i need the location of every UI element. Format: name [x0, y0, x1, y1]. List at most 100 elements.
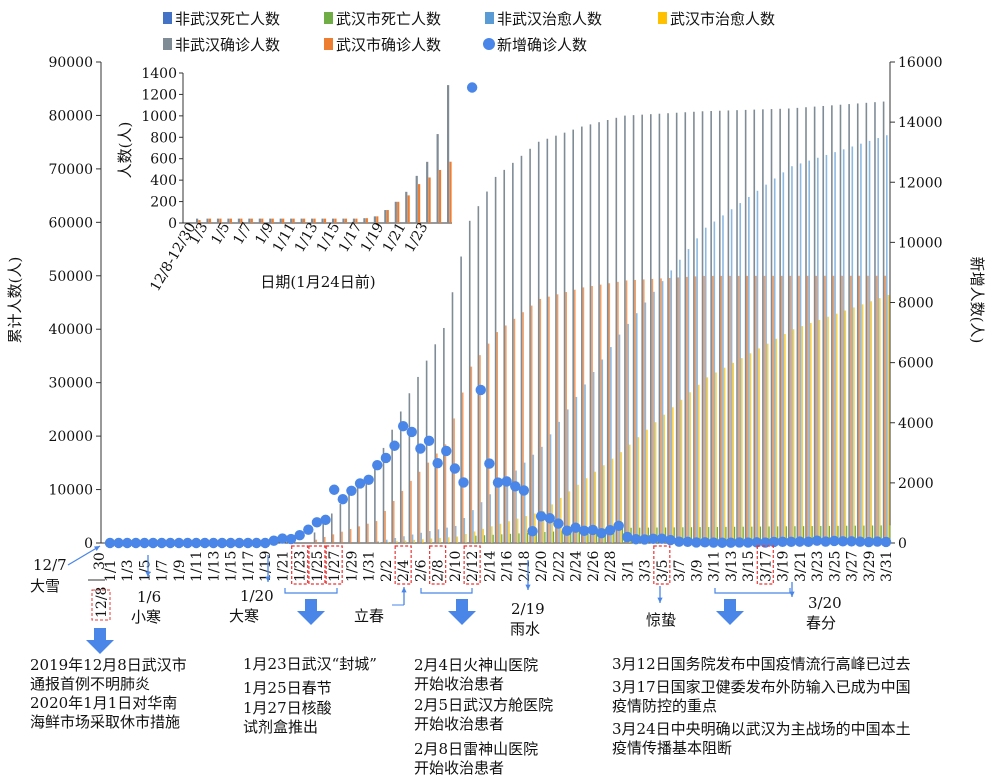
daily-new-dot — [880, 536, 892, 548]
inset-bar-wuhan — [313, 218, 316, 223]
daily-new-dot — [613, 520, 624, 531]
daily-new-dot — [354, 478, 366, 489]
bar-nonwuhan-confirmed — [770, 109, 773, 543]
x-tick-label: 1/29 — [344, 551, 360, 582]
bar-nonwuhan-cured — [592, 371, 595, 543]
inset-bar-wuhan — [219, 218, 222, 223]
bar-nonwuhan-cured — [515, 470, 517, 543]
bar-wuhan-cured — [508, 521, 510, 543]
x-tick-label: 2/12 — [465, 551, 481, 582]
daily-new-dot — [380, 452, 392, 464]
bar-wuhan-cured — [490, 526, 493, 543]
highlight-box — [394, 545, 412, 585]
bar-deaths — [483, 535, 486, 543]
bar-wuhan-cured — [499, 523, 502, 543]
bar-wuhan-confirmed — [315, 539, 317, 543]
inset-y-tick-label: 200 — [150, 195, 177, 211]
bar-nonwuhan-confirmed — [650, 114, 652, 543]
bar-wuhan-confirmed — [358, 526, 361, 543]
bar-wuhan-cured — [870, 301, 872, 543]
inset-bar-wuhan — [323, 218, 327, 223]
bracket-mar — [714, 588, 791, 594]
bar-nonwuhan-cured — [610, 347, 612, 543]
daily-new-dot — [510, 481, 521, 492]
bar-wuhan-cured — [801, 326, 803, 543]
term-dec7-name: 大雪 — [30, 577, 60, 595]
bar-wuhan-cured — [439, 537, 441, 543]
daily-new-dot — [363, 474, 374, 486]
bar-nonwuhan-cured — [713, 221, 716, 543]
daily-new-dot — [544, 513, 555, 524]
x-tick-label: 2/4 — [396, 559, 412, 582]
bar-deaths — [561, 531, 563, 543]
daily-new-dot — [734, 537, 745, 548]
daily-new-dot — [191, 537, 202, 549]
inset-bar-wuhan — [250, 218, 253, 223]
bar-wuhan-confirmed — [470, 366, 473, 543]
bar-wuhan-cured — [568, 491, 571, 543]
daily-new-dot — [311, 517, 323, 528]
bar-nonwuhan-confirmed — [693, 111, 695, 544]
x-tick-label: 1/9 — [172, 559, 188, 582]
bar-nonwuhan-confirmed — [805, 107, 807, 544]
right-tick-label: 10000 — [898, 235, 943, 251]
bar-nonwuhan-confirmed — [494, 176, 497, 543]
daily-new-dot — [173, 537, 185, 549]
bar-wuhan-confirmed — [772, 275, 774, 543]
bar-wuhan-confirmed — [798, 275, 800, 543]
x-tick-label: 30 — [92, 552, 108, 570]
bar-wuhan-cured — [732, 362, 734, 543]
annotation-imported-cases: 3月17日国家卫健委发布外防输入已成为中国 疫情防控的重点 — [612, 678, 911, 715]
daily-new-dot — [561, 525, 573, 536]
bar-nonwuhan-confirmed — [632, 115, 635, 544]
bar-wuhan-confirmed — [479, 355, 481, 543]
term-jingzhe: 惊蛰 — [646, 611, 676, 629]
bar-nonwuhan-cured — [498, 486, 500, 543]
bar-nonwuhan-cured — [618, 334, 621, 543]
bar-wuhan-cured — [422, 539, 424, 543]
bar-nonwuhan-confirmed — [710, 111, 712, 544]
x-tick-label: 1/25 — [310, 551, 326, 582]
bar-wuhan-cured — [749, 353, 752, 543]
daily-new-dot — [406, 426, 417, 438]
bar-nonwuhan-confirmed — [322, 522, 324, 543]
bar-nonwuhan-cured — [704, 227, 707, 543]
bar-nonwuhan-confirmed — [856, 103, 859, 544]
bar-nonwuhan-cured — [696, 238, 698, 543]
bar-wuhan-confirmed — [651, 278, 654, 543]
highlight-box — [291, 545, 309, 585]
inset-bar-wuhan — [271, 218, 274, 223]
legend-label: 武汉市确诊人数 — [336, 36, 441, 54]
bracket-jan — [284, 588, 338, 594]
inset-bar-nonwuhan — [321, 218, 324, 223]
bar-deaths — [734, 526, 736, 543]
bar-wuhan-cured — [611, 458, 614, 543]
daily-new-dot — [260, 537, 271, 549]
inset-bar-wuhan — [407, 195, 410, 223]
daily-new-dot — [622, 531, 633, 543]
bar-deaths — [794, 526, 796, 543]
x-tick-label: 3/5 — [655, 559, 671, 582]
annotation-peak-passed: 3月12日国务院发布中国疫情流行高峰已过去 — [612, 655, 911, 673]
bar-nonwuhan-confirmed — [391, 429, 393, 543]
bar-nonwuhan-confirmed — [727, 110, 730, 543]
x-axis-ticks: 301/1 1/3 1/5 1/7 1/9 1/11 1/13 1/15 1/17 1/19 1/2… — [92, 545, 895, 585]
inset-y-tick-label: 1400 — [141, 66, 177, 82]
bar-wuhan-confirmed — [806, 275, 809, 543]
bar-wuhan-cured — [689, 392, 691, 543]
bar-wuhan-confirmed — [617, 281, 619, 543]
bar-wuhan-cured — [878, 298, 881, 543]
dec8-box — [91, 589, 111, 621]
daily-new-dot — [208, 537, 219, 549]
inset-y-label: 人数(人) — [116, 122, 134, 179]
bar-wuhan-confirmed — [849, 275, 852, 543]
bar-deaths — [716, 526, 718, 543]
bar-nonwuhan-confirmed — [606, 119, 609, 543]
bar-wuhan-cured — [465, 534, 467, 543]
bar-wuhan-confirmed — [349, 529, 352, 543]
daily-new-dot — [225, 537, 236, 549]
bar-nonwuhan-confirmed — [736, 110, 738, 544]
bar-wuhan-confirmed — [867, 275, 869, 543]
x-tick-label: 1/19 — [258, 551, 274, 582]
